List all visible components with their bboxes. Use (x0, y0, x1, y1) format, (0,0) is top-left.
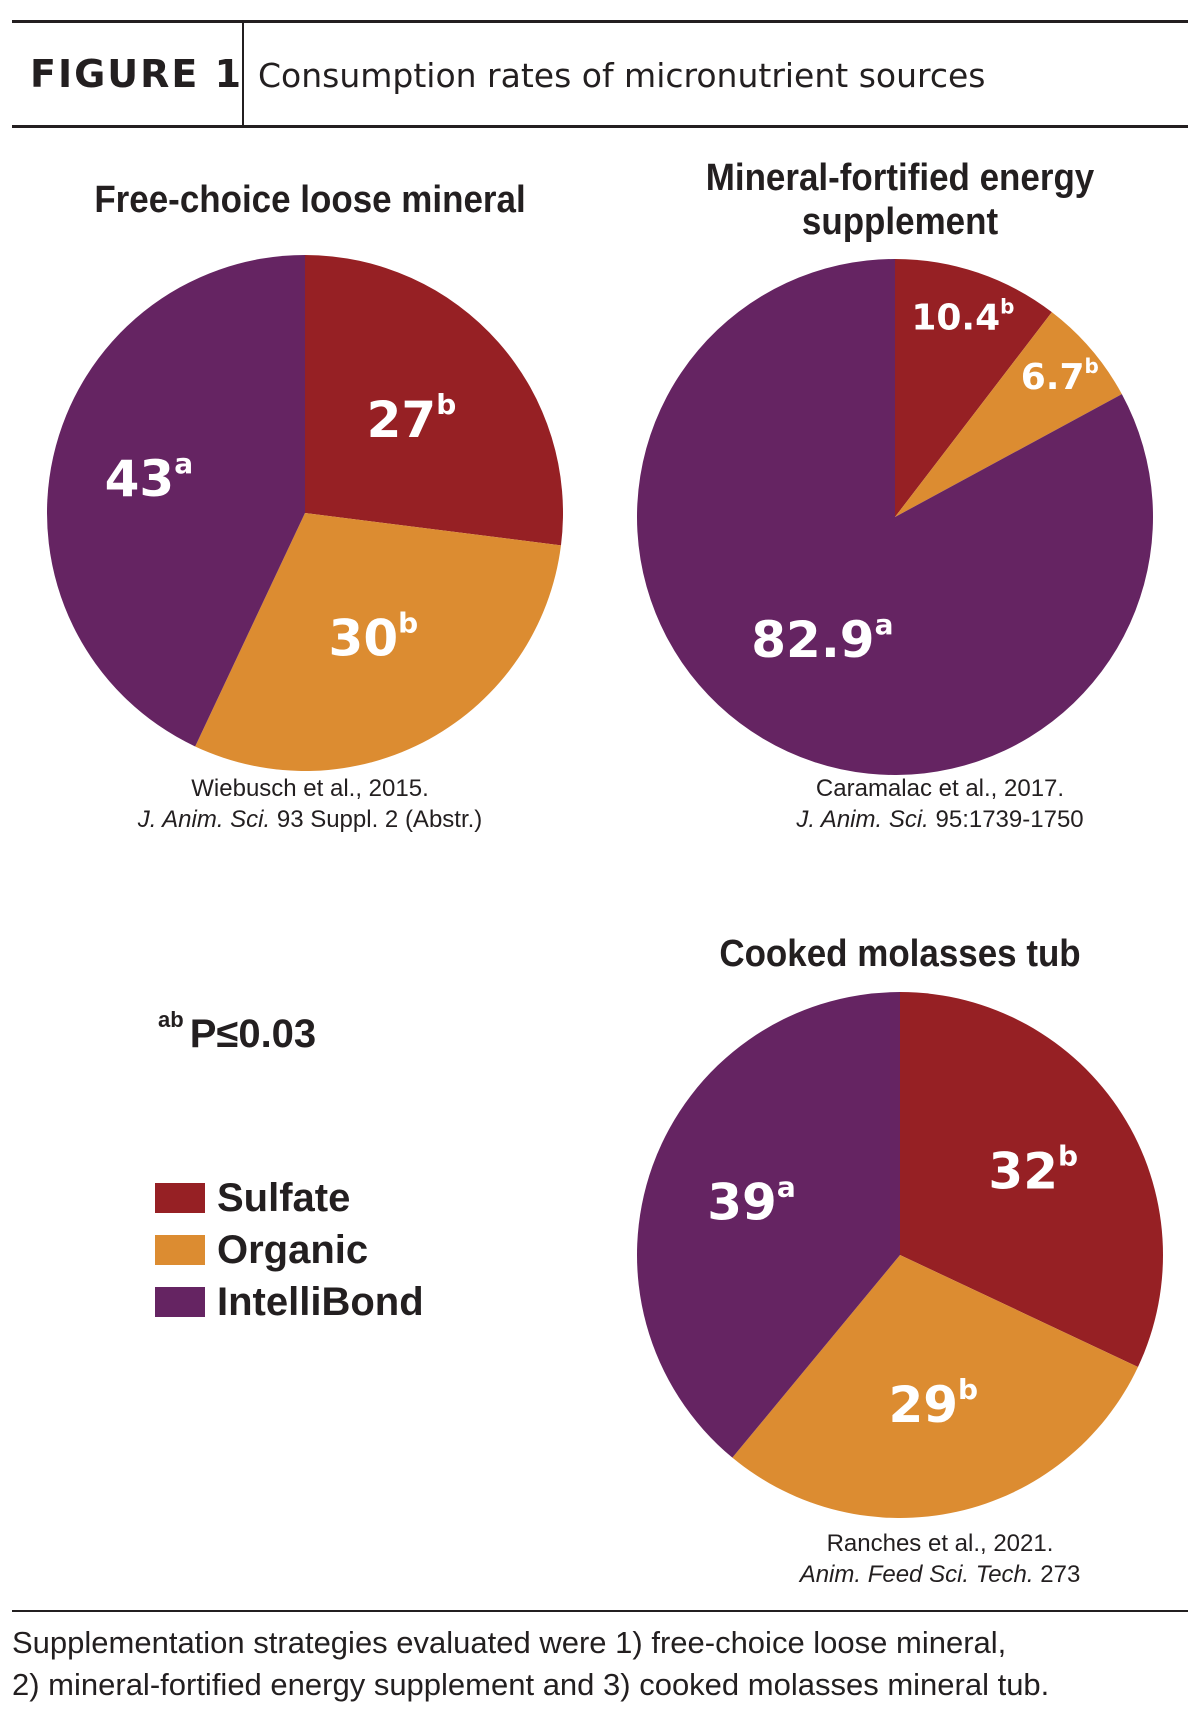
legend-item-intellibond: IntelliBond (155, 1276, 424, 1328)
chart-2-slice-organic (895, 312, 1122, 517)
chart-3-source: Ranches et al., 2021. Anim. Feed Sci. Te… (720, 1528, 1160, 1590)
chart-3-source-journal: Anim. Feed Sci. Tech. (799, 1561, 1034, 1588)
legend-item-sulfate: Sulfate (155, 1172, 424, 1224)
chart-2-source: Caramalac et al., 2017. J. Anim. Sci. 95… (720, 773, 1160, 835)
chart-2-slice-intellibond (637, 259, 1153, 775)
legend-label-organic: Organic (217, 1227, 369, 1272)
caption-line-1: Supplementation strategies evaluated wer… (12, 1625, 1007, 1660)
chart-2-source-ref: 95:1739-1750 (928, 806, 1084, 833)
chart-3-source-authors: Ranches et al., 2021. (826, 1530, 1054, 1557)
chart-2-slice-sulfate (895, 259, 1052, 517)
chart-1-title: Free-choice loose mineral (94, 179, 526, 221)
legend-swatch-organic (155, 1235, 205, 1265)
chart-1-source-ref: 93 Suppl. 2 (Abstr.) (270, 806, 483, 833)
figure-title: Consumption rates of micronutrient sourc… (258, 56, 986, 95)
chart-3-title: Cooked molasses tub (719, 933, 1081, 975)
figure-caption: Supplementation strategies evaluated wer… (12, 1622, 1188, 1706)
chart-2-source-authors: Caramalac et al., 2017. (815, 775, 1065, 802)
legend-swatch-sulfate (155, 1183, 205, 1213)
figure-label: FIGURE 1 (30, 52, 244, 96)
chart-3-slice-intellibond (637, 992, 900, 1458)
chart-1-slice-sulfate (305, 255, 563, 546)
significance-superscript: ab (158, 1006, 184, 1032)
footer-rule (12, 1610, 1188, 1612)
legend-label-intellibond: IntelliBond (217, 1279, 424, 1324)
chart-3-slice-organic (732, 1255, 1138, 1518)
chart-2-label-intellibond: 82.9a (751, 608, 893, 669)
chart-1-source-journal: J. Anim. Sci. (137, 806, 271, 833)
chart-1-label-intellibond: 43a (105, 447, 194, 508)
legend-item-organic: Organic (155, 1224, 424, 1276)
chart-1-source-authors: Wiebusch et al., 2015. (191, 775, 429, 802)
chart-3-source-ref: 273 (1033, 1561, 1081, 1588)
chart-2-label-sulfate: 10.4b (911, 295, 1014, 339)
chart-2-title: Mineral-fortified energy supplement (705, 157, 1095, 243)
caption-line-2: 2) mineral-fortified energy supplement a… (12, 1667, 1050, 1702)
top-rule (12, 20, 1188, 23)
significance-note: ab P≤0.03 (158, 1007, 317, 1057)
chart-1-slice-organic (195, 513, 561, 771)
figure-header: FIGURE 1 Consumption rates of micronutri… (12, 22, 1188, 126)
chart-3-slice-sulfate (900, 992, 1163, 1367)
chart-2-source-journal: J. Anim. Sci. (796, 806, 929, 833)
chart-1-source: Wiebusch et al., 2015. J. Anim. Sci. 93 … (90, 773, 530, 835)
chart-1-slice-intellibond (47, 255, 305, 747)
legend-label-sulfate: Sulfate (217, 1175, 351, 1220)
legend-swatch-intellibond (155, 1287, 205, 1317)
significance-text: P≤0.03 (189, 1012, 317, 1056)
header-divider (242, 22, 244, 126)
legend: Sulfate Organic IntelliBond (155, 1172, 424, 1328)
header-bottom-rule (12, 125, 1188, 128)
